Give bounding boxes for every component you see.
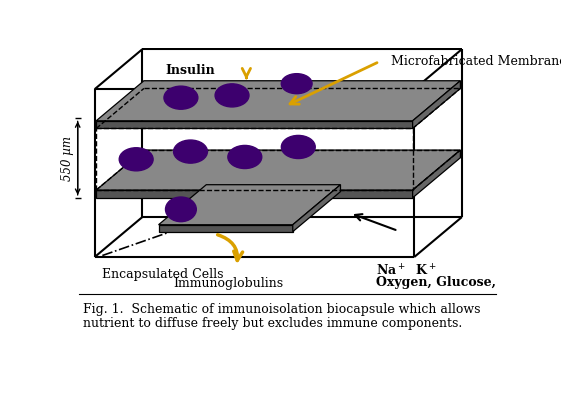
Polygon shape	[159, 185, 341, 225]
Ellipse shape	[173, 140, 208, 163]
Text: nutrient to diffuse freely but excludes immune components.: nutrient to diffuse freely but excludes …	[83, 317, 462, 330]
Ellipse shape	[282, 135, 315, 158]
Ellipse shape	[215, 84, 249, 107]
Polygon shape	[96, 150, 461, 190]
Text: 550 µm: 550 µm	[61, 136, 74, 181]
Ellipse shape	[165, 197, 196, 222]
Polygon shape	[159, 225, 293, 232]
Polygon shape	[96, 121, 413, 129]
Ellipse shape	[281, 74, 312, 94]
Polygon shape	[96, 190, 413, 198]
Ellipse shape	[228, 145, 262, 169]
Text: Immunoglobulins: Immunoglobulins	[174, 277, 284, 290]
Ellipse shape	[119, 148, 153, 171]
Polygon shape	[413, 81, 461, 129]
Text: Microfabricated Membrane: Microfabricated Membrane	[391, 55, 561, 68]
Polygon shape	[413, 150, 461, 198]
Ellipse shape	[164, 86, 198, 109]
Text: Na$^+$  K$^+$: Na$^+$ K$^+$	[376, 263, 436, 279]
Text: Insulin: Insulin	[165, 64, 215, 77]
Polygon shape	[96, 81, 461, 121]
Text: Encapsulated Cells: Encapsulated Cells	[102, 268, 224, 281]
Text: Oxygen, Glucose,: Oxygen, Glucose,	[376, 276, 496, 289]
Text: Fig. 1.  Schematic of immunoisolation biocapsule which allows: Fig. 1. Schematic of immunoisolation bio…	[83, 303, 481, 316]
Polygon shape	[293, 185, 341, 232]
